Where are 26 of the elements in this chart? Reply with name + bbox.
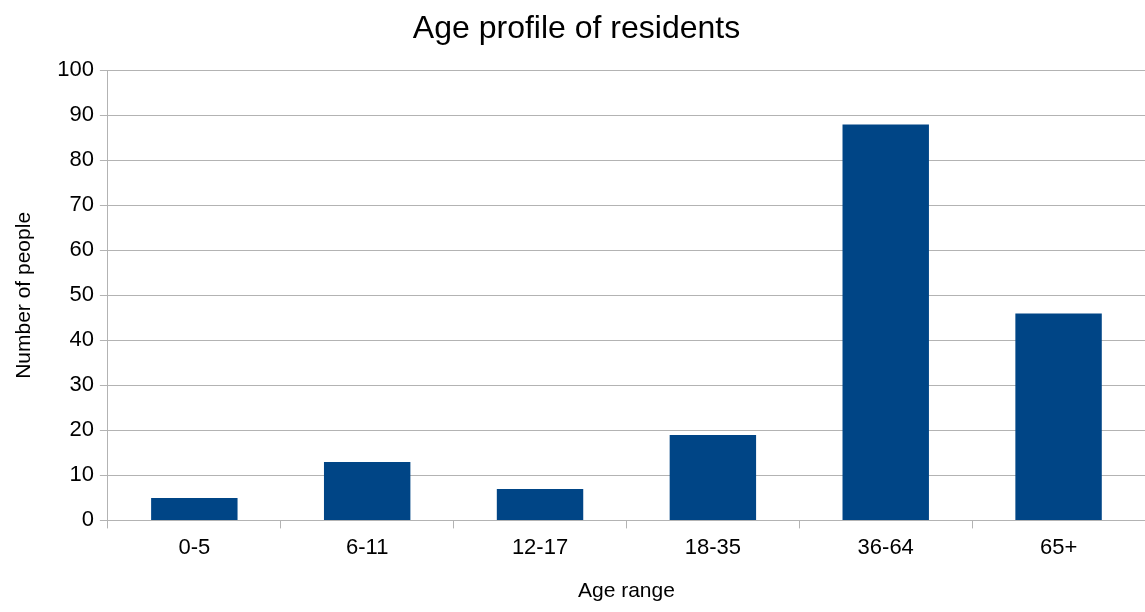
bar: [669, 434, 757, 520]
y-tick-label: 50: [69, 281, 94, 307]
y-tick-label: 90: [69, 101, 94, 127]
y-tick-label: 40: [69, 326, 94, 352]
bar: [1015, 313, 1102, 520]
y-tick-label: 10: [69, 461, 94, 487]
bar: [323, 461, 411, 520]
y-tick-label: 30: [69, 371, 94, 397]
y-tick-label: 60: [69, 236, 94, 262]
x-tick-label: 0-5: [178, 533, 211, 559]
x-tick-label: 65+: [1039, 533, 1078, 559]
y-tick-label: 80: [69, 146, 94, 172]
x-tick-label: 18-35: [684, 533, 742, 559]
bar: [842, 124, 929, 520]
bar: [496, 488, 584, 520]
y-axis-title: Number of people: [11, 211, 35, 379]
x-tick-label: 12-17: [511, 533, 569, 559]
x-axis-title: Age range: [577, 578, 675, 602]
y-tick-label: 20: [69, 416, 94, 442]
x-tick-label: 6-11: [345, 533, 389, 559]
bar: [151, 497, 238, 520]
y-tick-label: 0: [81, 506, 94, 532]
x-tick-label: 36-64: [857, 533, 914, 559]
y-tick-label: 70: [69, 191, 94, 217]
chart-title: Age profile of residents: [412, 9, 741, 46]
y-tick-label: 100: [57, 56, 94, 82]
